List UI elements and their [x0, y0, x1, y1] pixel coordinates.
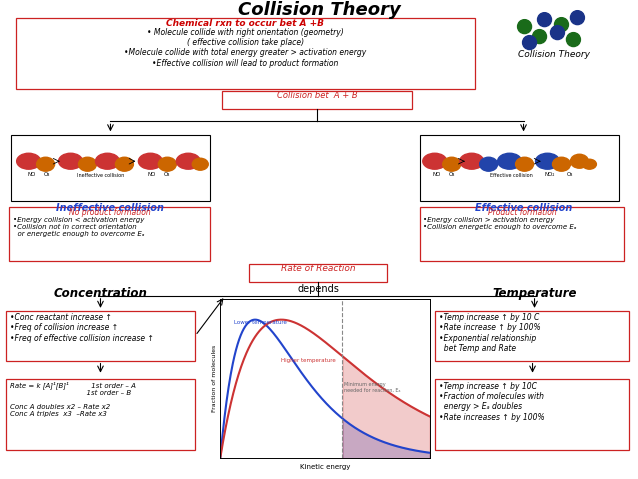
- Text: Chemical rxn to occur bet A +B: Chemical rxn to occur bet A +B: [166, 19, 324, 28]
- FancyBboxPatch shape: [222, 91, 412, 109]
- Ellipse shape: [570, 154, 588, 168]
- Ellipse shape: [516, 157, 533, 171]
- Text: Collision Theory: Collision Theory: [519, 49, 591, 58]
- Text: NO: NO: [27, 172, 36, 177]
- Text: Rate = k [A]¹[B]¹          1st order – A
                                  1st o: Rate = k [A]¹[B]¹ 1st order – A 1st o: [10, 382, 135, 418]
- Circle shape: [538, 12, 551, 27]
- Ellipse shape: [59, 153, 82, 169]
- FancyBboxPatch shape: [434, 311, 629, 361]
- Text: •Temp increase ↑ by 10 C
•Rate increase ↑ by 100%
•Exponential relationship
  be: •Temp increase ↑ by 10 C •Rate increase …: [439, 313, 540, 353]
- Text: NO: NO: [433, 172, 441, 177]
- Ellipse shape: [192, 158, 208, 170]
- Text: O₃: O₃: [449, 172, 456, 177]
- FancyBboxPatch shape: [420, 207, 625, 261]
- Ellipse shape: [138, 153, 162, 169]
- Circle shape: [517, 20, 531, 34]
- FancyBboxPatch shape: [9, 207, 211, 261]
- Ellipse shape: [115, 157, 133, 171]
- Text: Concentration: Concentration: [54, 287, 147, 300]
- Text: depends: depends: [297, 284, 339, 294]
- Ellipse shape: [96, 153, 119, 169]
- Ellipse shape: [158, 157, 176, 171]
- Text: •Energy collision > activation energy
•Collision energetic enough to overcome Eₐ: •Energy collision > activation energy •C…: [423, 217, 576, 230]
- FancyBboxPatch shape: [420, 135, 619, 201]
- Text: •Energy collision < activation energy
•Collision not in correct orientation
  or: •Energy collision < activation energy •C…: [13, 217, 144, 237]
- Text: No product formation: No product formation: [68, 208, 151, 217]
- FancyBboxPatch shape: [16, 18, 475, 90]
- Circle shape: [554, 18, 568, 32]
- Text: O₃: O₃: [567, 172, 573, 177]
- FancyBboxPatch shape: [11, 135, 211, 201]
- Text: O₃: O₃: [163, 172, 170, 177]
- Circle shape: [570, 11, 584, 24]
- Text: NO₂: NO₂: [544, 172, 555, 177]
- Text: Ineffective collision: Ineffective collision: [56, 203, 165, 213]
- FancyBboxPatch shape: [434, 378, 629, 450]
- Ellipse shape: [17, 153, 41, 169]
- Text: Collision bet  A + B: Collision bet A + B: [277, 91, 357, 101]
- Text: Temperature: Temperature: [493, 287, 577, 300]
- Circle shape: [567, 33, 581, 46]
- Ellipse shape: [553, 157, 570, 171]
- Text: • Molecule collide with right orientation (geometry)
( effective collision take : • Molecule collide with right orientatio…: [124, 28, 366, 68]
- Text: Rate of Reaction: Rate of Reaction: [281, 264, 355, 273]
- Text: •Temp increase ↑ by 10C
•Fraction of molecules with
  energy > Eₐ doubles
•Rate : •Temp increase ↑ by 10C •Fraction of mol…: [439, 382, 544, 422]
- Text: Product formation: Product formation: [488, 208, 557, 217]
- Text: Effective collision: Effective collision: [475, 203, 572, 213]
- Ellipse shape: [460, 153, 484, 169]
- Ellipse shape: [480, 157, 498, 171]
- Ellipse shape: [443, 157, 461, 171]
- Ellipse shape: [423, 153, 447, 169]
- Text: O₃: O₃: [43, 172, 50, 177]
- FancyBboxPatch shape: [6, 311, 195, 361]
- FancyBboxPatch shape: [249, 264, 387, 282]
- Circle shape: [523, 35, 537, 49]
- Ellipse shape: [498, 153, 521, 169]
- Text: Collision Theory: Collision Theory: [237, 0, 401, 19]
- Ellipse shape: [582, 159, 597, 169]
- Text: Ineffective collision: Ineffective collision: [77, 173, 124, 178]
- Circle shape: [551, 25, 565, 40]
- Text: NO: NO: [147, 172, 156, 177]
- Text: •Conc reactant increase ↑
•Freq of collision increase ↑
•Freq of effective colli: •Conc reactant increase ↑ •Freq of colli…: [10, 313, 154, 342]
- Text: Effective collision: Effective collision: [490, 173, 533, 178]
- Circle shape: [533, 30, 547, 44]
- Ellipse shape: [176, 153, 200, 169]
- Ellipse shape: [78, 157, 96, 171]
- Ellipse shape: [36, 157, 55, 171]
- Ellipse shape: [535, 153, 560, 169]
- FancyBboxPatch shape: [6, 378, 195, 450]
